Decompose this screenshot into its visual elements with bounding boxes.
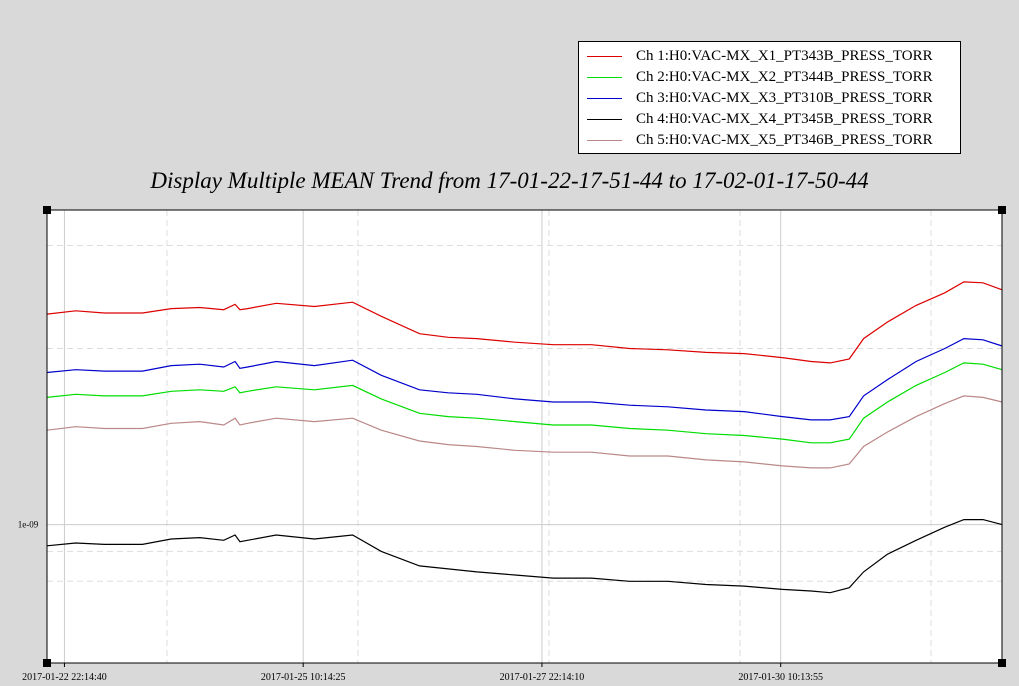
corner-handle bbox=[998, 659, 1006, 667]
legend-label: Ch 4:H0:VAC-MX_X4_PT345B_PRESS_TORR bbox=[636, 111, 933, 127]
legend-label: Ch 5:H0:VAC-MX_X5_PT346B_PRESS_TORR bbox=[636, 132, 933, 148]
legend-swatch bbox=[587, 98, 622, 99]
chart-legend: Ch 1:H0:VAC-MX_X1_PT343B_PRESS_TORR Ch 2:… bbox=[578, 41, 961, 154]
legend-label: Ch 1:H0:VAC-MX_X1_PT343B_PRESS_TORR bbox=[636, 48, 933, 64]
legend-swatch bbox=[587, 119, 622, 120]
legend-label: Ch 2:H0:VAC-MX_X2_PT344B_PRESS_TORR bbox=[636, 69, 933, 85]
legend-swatch bbox=[587, 140, 622, 141]
legend-item: Ch 5:H0:VAC-MX_X5_PT346B_PRESS_TORR bbox=[579, 130, 960, 151]
x-tick-label: 2017-01-25 10:14:25 bbox=[261, 672, 346, 683]
y-tick-label: 1e-09 bbox=[18, 520, 39, 530]
chart-title: Display Multiple MEAN Trend from 17-01-2… bbox=[150, 168, 869, 193]
corner-handle bbox=[998, 206, 1006, 214]
series-line-ch4 bbox=[46, 518, 1003, 594]
series-line-ch2 bbox=[46, 362, 1003, 444]
series-line-ch1 bbox=[46, 281, 1003, 364]
legend-item: Ch 4:H0:VAC-MX_X4_PT345B_PRESS_TORR bbox=[579, 109, 960, 130]
legend-swatch bbox=[587, 56, 622, 57]
legend-swatch bbox=[587, 77, 622, 78]
legend-item: Ch 1:H0:VAC-MX_X1_PT343B_PRESS_TORR bbox=[579, 46, 960, 67]
legend-label: Ch 3:H0:VAC-MX_X3_PT310B_PRESS_TORR bbox=[636, 90, 933, 106]
plot-background bbox=[47, 210, 1002, 663]
series-line-ch5 bbox=[46, 395, 1003, 469]
series-line-ch3 bbox=[46, 337, 1003, 421]
x-tick-label: 2017-01-27 22:14:10 bbox=[500, 672, 585, 683]
plot-border bbox=[46, 209, 1003, 664]
legend-item: Ch 3:H0:VAC-MX_X3_PT310B_PRESS_TORR bbox=[579, 88, 960, 109]
corner-handle bbox=[43, 659, 51, 667]
legend-item: Ch 2:H0:VAC-MX_X2_PT344B_PRESS_TORR bbox=[579, 67, 960, 88]
x-tick-label: 2017-01-22 22:14:40 bbox=[22, 672, 107, 683]
corner-handle bbox=[43, 206, 51, 214]
x-tick-label: 2017-01-30 10:13:55 bbox=[738, 672, 823, 683]
